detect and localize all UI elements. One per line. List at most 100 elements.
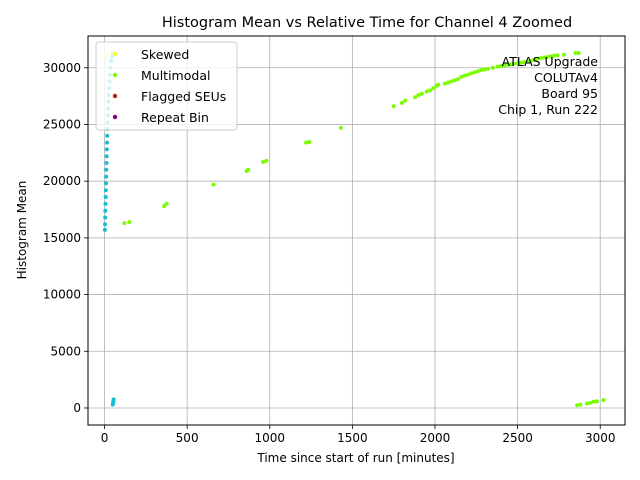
data-point: [104, 167, 109, 172]
data-point: [304, 140, 309, 145]
grid-lines: [88, 36, 625, 425]
data-point: [127, 220, 132, 224]
legend-label: Multimodal: [141, 68, 210, 83]
y-tick-label: 15000: [43, 231, 81, 245]
data-point: [164, 201, 169, 206]
data-point: [601, 398, 606, 402]
data-point: [532, 57, 537, 62]
data-point: [424, 89, 429, 94]
data-point: [485, 66, 490, 71]
data-point: [462, 73, 467, 78]
annotation-line: COLUTAv4: [534, 70, 598, 85]
data-point: [548, 54, 553, 59]
x-axis: 0 500 1000 1500 2000 2500 3000: [101, 425, 616, 445]
annotation-line: Board 95: [541, 86, 598, 101]
legend-marker: [112, 114, 118, 120]
data-point: [538, 56, 543, 61]
chart-title: Histogram Mean vs Relative Time for Chan…: [162, 15, 572, 31]
x-tick-label: 500: [176, 431, 199, 445]
legend-box: [95, 41, 238, 131]
y-tick-label: 30000: [43, 61, 81, 75]
data-point: [431, 86, 436, 91]
data-point: [576, 51, 581, 55]
data-point: [594, 399, 599, 404]
data-point: [573, 51, 578, 55]
data-point: [509, 62, 513, 67]
x-tick-label: 0: [101, 431, 109, 445]
data-point: [490, 65, 495, 70]
annotation-line: ATLAS Upgrade: [502, 54, 599, 69]
legend-label: Repeat Bin: [141, 110, 209, 125]
data-point: [338, 125, 343, 130]
data-point: [475, 69, 480, 74]
data-point: [413, 95, 418, 100]
data-point: [459, 74, 464, 79]
data-point: [578, 402, 583, 407]
x-tick-label: 3000: [585, 431, 616, 445]
data-point: [391, 104, 396, 109]
data-point: [452, 78, 457, 83]
x-axis-label: Time since start of run [minutes]: [256, 451, 454, 465]
legend-label: Flagged SEUs: [141, 89, 226, 104]
data-point: [416, 93, 421, 97]
x-tick-label: 2500: [502, 431, 533, 445]
data-point: [515, 61, 520, 66]
data-point: [104, 174, 109, 179]
data-point: [103, 201, 108, 206]
y-tick-label: 10000: [43, 288, 81, 302]
data-point: [403, 98, 408, 103]
data-point: [522, 60, 527, 65]
data-point: [456, 77, 461, 82]
data-point: [103, 215, 108, 220]
y-axis: 0 5000 10000 15000 20000 25000 30000: [43, 61, 88, 415]
data-point: [399, 100, 404, 105]
data-point: [449, 79, 454, 84]
data-point: [518, 60, 523, 65]
x-tick-label: 1500: [337, 431, 368, 445]
data-point: [575, 403, 580, 408]
data-point: [499, 64, 504, 69]
data-point: [512, 61, 517, 66]
data-point: [528, 59, 533, 63]
data-point: [495, 64, 500, 69]
data-point: [102, 227, 107, 232]
data-point: [103, 188, 108, 193]
data-point: [535, 56, 540, 61]
data-point: [104, 161, 109, 165]
legend: Skewed Multimodal Flagged SEUs Repeat Bin: [95, 41, 238, 131]
data-point: [246, 167, 251, 172]
data-point: [264, 158, 269, 163]
data-point: [261, 159, 266, 164]
data-point: [122, 221, 127, 226]
data-point: [105, 140, 109, 145]
y-tick-label: 0: [73, 401, 81, 415]
legend-marker: [112, 51, 118, 57]
data-point: [103, 222, 107, 227]
data-point: [525, 59, 530, 64]
data-point: [505, 62, 510, 67]
legend-label: Skewed: [141, 47, 189, 62]
plot-frame: [87, 35, 626, 426]
data-point: [211, 182, 216, 187]
data-point: [428, 88, 432, 93]
data-point: [442, 81, 447, 86]
legend-marker: [112, 72, 118, 78]
data-point: [419, 91, 424, 96]
y-tick-label: 5000: [50, 344, 81, 358]
annotation-line: Chip 1, Run 222: [498, 102, 598, 117]
data-point: [466, 72, 470, 77]
x-tick-label: 2000: [420, 431, 451, 445]
y-tick-label: 25000: [43, 117, 81, 131]
data-point: [555, 53, 560, 58]
data-point: [446, 80, 451, 85]
data-point: [479, 68, 484, 72]
x-tick-label: 1000: [254, 431, 285, 445]
data-point: [103, 195, 108, 199]
data-point: [591, 399, 596, 404]
data-point: [436, 82, 441, 87]
y-tick-label: 20000: [43, 174, 81, 188]
legend-marker: [112, 93, 118, 99]
data-point: [585, 401, 589, 406]
